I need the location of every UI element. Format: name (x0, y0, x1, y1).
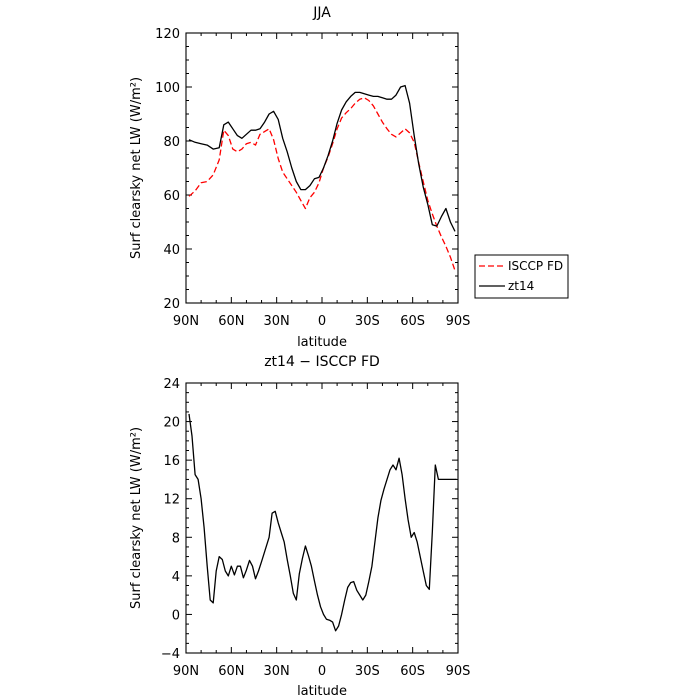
y-tick-label: 80 (163, 135, 180, 150)
top-x-tick-labels: 90N 60N 30N 0 30S 60S 90S (173, 314, 471, 329)
y-tick-label: 12 (163, 493, 180, 508)
y-tick-label: 40 (163, 243, 180, 258)
x-tick-label: 30S (355, 664, 380, 679)
y-tick-label: −4 (161, 647, 180, 662)
y-tick-label: 4 (172, 570, 180, 585)
x-tick-label: 30N (264, 664, 290, 679)
bottom-y-tick-labels: −4 0 4 8 12 16 20 24 (161, 377, 180, 662)
y-tick-label: 16 (163, 454, 180, 469)
x-tick-label: 0 (318, 664, 326, 679)
x-tick-label: 30N (264, 314, 290, 329)
x-tick-label: 60S (400, 664, 425, 679)
y-tick-label: 20 (163, 297, 180, 312)
series-line-difference (188, 413, 457, 632)
series-line-zt14 (188, 84, 456, 232)
x-tick-label: 60S (400, 314, 425, 329)
bottom-panel-title: zt14 − ISCCP FD (264, 354, 380, 370)
x-tick-label: 90S (446, 314, 471, 329)
panel-top: JJA 20 40 60 80 100 120 90N 60N 30N 0 30S 60S 90S l… (129, 5, 470, 350)
y-tick-label: 100 (155, 81, 180, 96)
top-x-axis-title: latitude (297, 335, 347, 350)
bottom-plot-frame (185, 382, 459, 654)
bottom-axis-ticks (185, 382, 459, 654)
y-tick-label: 20 (163, 416, 180, 431)
top-plot-frame (185, 32, 459, 304)
top-series-lines (188, 84, 456, 271)
x-tick-label: 90N (173, 664, 199, 679)
x-tick-label: 30S (355, 314, 380, 329)
legend-label-zt14: zt14 (508, 279, 534, 293)
bottom-x-axis-title: latitude (297, 684, 347, 699)
legend-box (474, 254, 569, 299)
x-tick-label: 90S (446, 664, 471, 679)
y-tick-label: 0 (172, 608, 180, 623)
y-tick-label: 24 (163, 377, 180, 392)
bottom-x-tick-labels: 90N 60N 30N 0 30S 60S 90S (173, 664, 471, 679)
x-tick-label: 90N (173, 314, 199, 329)
y-tick-label: 120 (155, 27, 180, 42)
top-panel-title: JJA (312, 5, 331, 21)
top-y-tick-labels: 20 40 60 80 100 120 (155, 27, 180, 312)
x-tick-label: 60N (218, 314, 244, 329)
bottom-series-lines (188, 413, 457, 632)
bottom-y-axis-title: Surf clearsky net LW (W/m²) (129, 427, 144, 609)
legend-label-isccp: ISCCP FD (508, 259, 563, 273)
top-axis-ticks (185, 32, 459, 304)
x-tick-label: 60N (218, 664, 244, 679)
top-y-axis-title: Surf clearsky net LW (W/m²) (129, 77, 144, 259)
panel-bottom: zt14 − ISCCP FD −4 0 4 8 12 16 20 24 90N 60N 30N 0… (129, 354, 470, 699)
legend: ISCCP FD zt14 (474, 254, 569, 299)
y-tick-label: 8 (172, 531, 180, 546)
y-tick-label: 60 (163, 189, 180, 204)
x-tick-label: 0 (318, 314, 326, 329)
